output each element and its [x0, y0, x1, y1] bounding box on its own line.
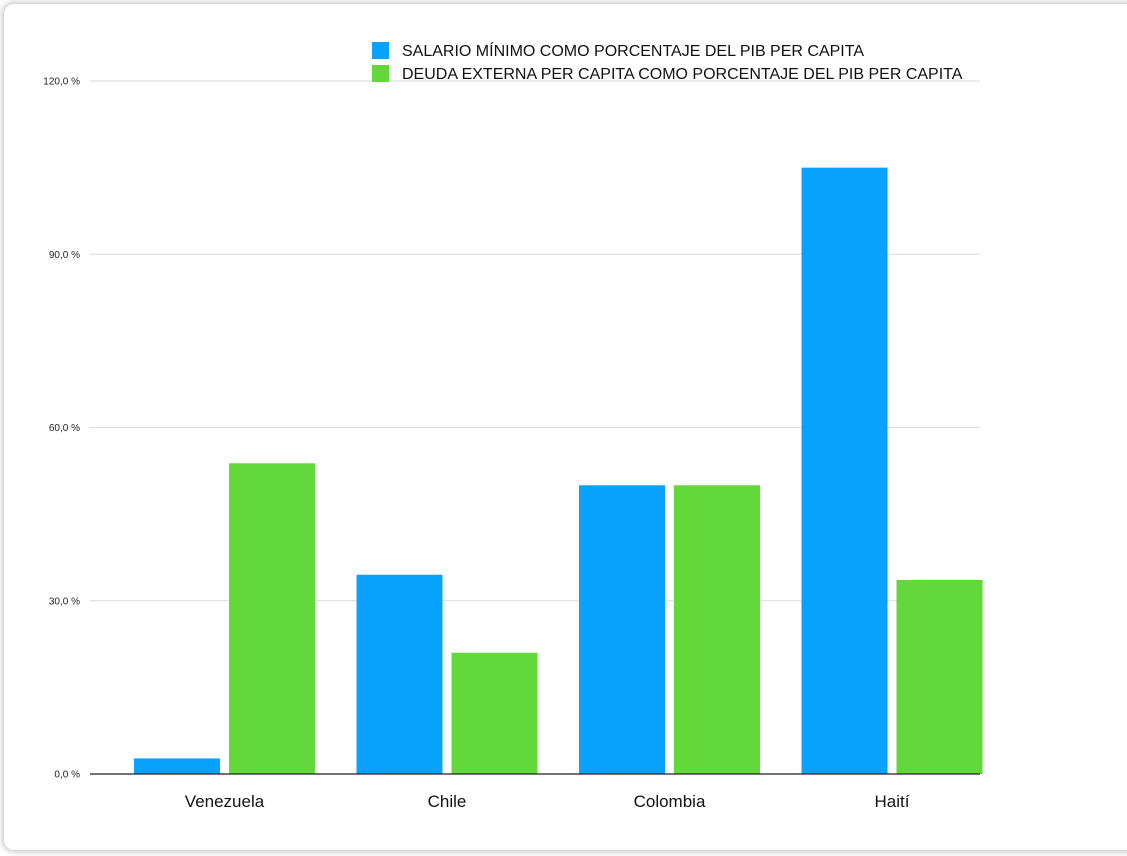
- y-tick-label: 120,0 %: [43, 77, 80, 88]
- bar-deuda: [229, 463, 315, 774]
- bar-chart: 0,0 % 30,0 % 60,0 % 90,0 % 120,0 % Venezuela…: [43, 41, 983, 811]
- chart-frame: 0,0 % 30,0 % 60,0 % 90,0 % 120,0 % Venezuela…: [4, 4, 1127, 850]
- legend-label: DEUDA EXTERNA PER CAPITA COMO PORCENTAJE…: [402, 66, 963, 83]
- category-label: Chile: [428, 792, 467, 811]
- x-axis-categories: Venezuela Chile Colombia Haití: [185, 792, 910, 811]
- y-tick-label: 60,0 %: [49, 423, 80, 434]
- bar-salario: [134, 758, 220, 774]
- bar-deuda: [896, 579, 983, 774]
- y-axis-ticks: 0,0 % 30,0 % 60,0 % 90,0 % 120,0 %: [43, 77, 80, 781]
- bar-deuda: [451, 652, 538, 774]
- category-label: Venezuela: [185, 792, 265, 811]
- legend-label: SALARIO MÍNIMO COMO PORCENTAJE DEL PIB P…: [402, 41, 864, 60]
- y-tick-label: 30,0 %: [49, 596, 80, 607]
- category-label: Haití: [875, 792, 910, 811]
- y-tick-label: 90,0 %: [49, 250, 80, 261]
- bar-deuda: [674, 485, 760, 774]
- legend-swatch: [372, 65, 389, 82]
- legend-swatch: [372, 42, 389, 59]
- legend: SALARIO MÍNIMO COMO PORCENTAJE DEL PIB P…: [372, 41, 963, 83]
- bar-salario: [356, 574, 443, 774]
- bar-salario: [801, 167, 888, 774]
- category-label: Colombia: [634, 792, 706, 811]
- bars: [134, 167, 983, 774]
- y-tick-label: 0,0 %: [54, 770, 80, 781]
- bar-salario: [579, 485, 665, 774]
